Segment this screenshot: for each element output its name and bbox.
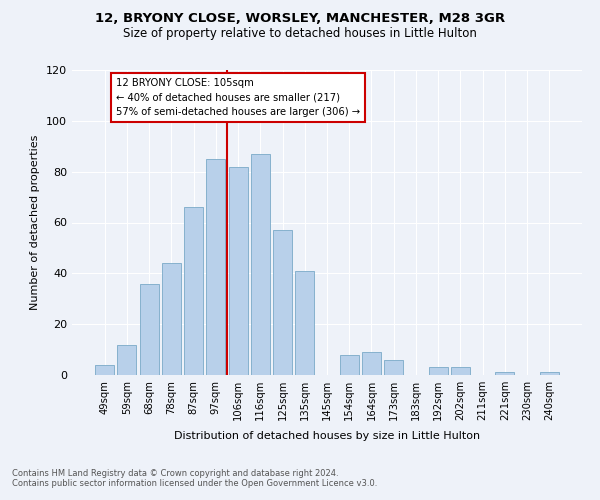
- X-axis label: Distribution of detached houses by size in Little Hulton: Distribution of detached houses by size …: [174, 432, 480, 442]
- Bar: [162, 263, 181, 375]
- Bar: [451, 368, 470, 375]
- Bar: [95, 365, 114, 375]
- Bar: [295, 271, 314, 375]
- Bar: [429, 368, 448, 375]
- Text: Size of property relative to detached houses in Little Hulton: Size of property relative to detached ho…: [123, 28, 477, 40]
- Bar: [273, 230, 292, 375]
- Text: Contains HM Land Registry data © Crown copyright and database right 2024.: Contains HM Land Registry data © Crown c…: [12, 468, 338, 477]
- Bar: [184, 207, 203, 375]
- Text: Contains public sector information licensed under the Open Government Licence v3: Contains public sector information licen…: [12, 478, 377, 488]
- Bar: [206, 159, 225, 375]
- Bar: [384, 360, 403, 375]
- Bar: [118, 344, 136, 375]
- Bar: [496, 372, 514, 375]
- Bar: [229, 166, 248, 375]
- Bar: [340, 354, 359, 375]
- Y-axis label: Number of detached properties: Number of detached properties: [31, 135, 40, 310]
- Bar: [540, 372, 559, 375]
- Bar: [362, 352, 381, 375]
- Bar: [140, 284, 158, 375]
- Text: 12 BRYONY CLOSE: 105sqm
← 40% of detached houses are smaller (217)
57% of semi-d: 12 BRYONY CLOSE: 105sqm ← 40% of detache…: [116, 78, 360, 117]
- Bar: [251, 154, 270, 375]
- Text: 12, BRYONY CLOSE, WORSLEY, MANCHESTER, M28 3GR: 12, BRYONY CLOSE, WORSLEY, MANCHESTER, M…: [95, 12, 505, 26]
